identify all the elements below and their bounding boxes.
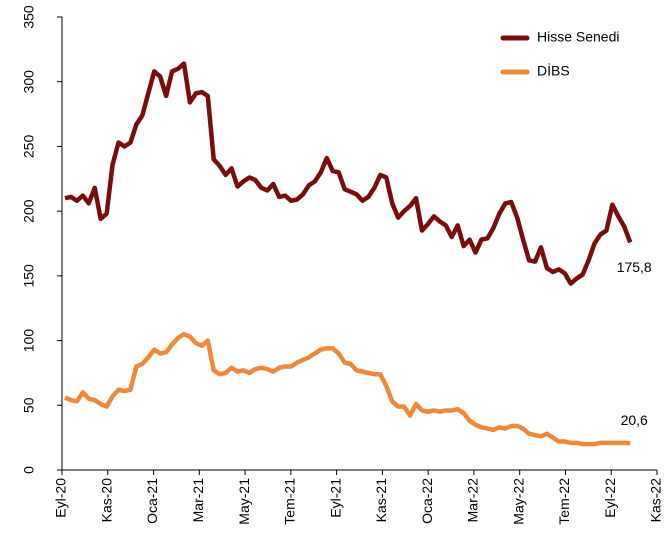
x-tick-label: Oca-21 (144, 478, 160, 524)
x-tick-label: Tem-22 (556, 478, 572, 525)
x-tick-label: Kas-21 (373, 478, 389, 523)
legend-label: DİBS (537, 62, 570, 79)
series-line (64, 61, 633, 286)
x-tick-label: Eyl-21 (327, 478, 343, 518)
y-tick-label: 150 (21, 264, 37, 288)
x-tick-label: May-21 (236, 478, 252, 525)
x-tick-label: Mar-21 (190, 478, 206, 523)
y-tick-label: 50 (21, 397, 37, 413)
series-line (64, 331, 631, 447)
y-tick-label: 200 (21, 199, 37, 223)
x-tick-label: Mar-22 (465, 478, 481, 523)
data-label: 175,8 (617, 259, 652, 275)
y-tick-label: 300 (21, 70, 37, 94)
x-tick-label: Eyl-22 (602, 478, 618, 518)
legend-label: Hisse Senedi (537, 29, 620, 45)
y-tick-label: 350 (21, 5, 37, 29)
x-tick-label: Oca-22 (419, 478, 435, 524)
x-tick-label: Kas-22 (648, 478, 664, 523)
x-tick-label: May-22 (510, 478, 526, 525)
x-tick-label: Kas-20 (98, 478, 114, 523)
y-tick-label: 0 (21, 466, 37, 474)
data-label: 20,6 (621, 412, 648, 428)
x-tick-label: Eyl-20 (53, 478, 69, 518)
y-tick-label: 100 (21, 329, 37, 353)
x-tick-label: Tem-21 (282, 478, 298, 525)
y-tick-label: 250 (21, 135, 37, 159)
